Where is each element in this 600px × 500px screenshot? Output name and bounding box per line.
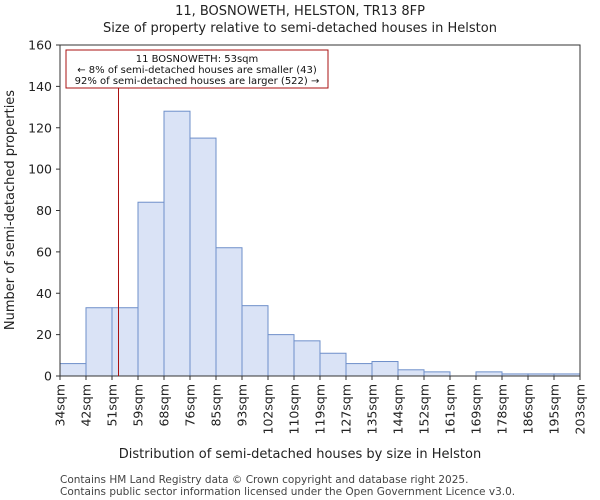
x-tick-label: 85sqm bbox=[209, 384, 224, 427]
y-tick-label: 0 bbox=[44, 369, 52, 384]
x-tick-label: 102sqm bbox=[261, 384, 276, 434]
x-tick-label: 42sqm bbox=[79, 384, 94, 427]
bar-85sqm bbox=[215, 247, 243, 377]
x-tick-label: 51sqm bbox=[105, 384, 120, 427]
footer-line-1: Contains HM Land Registry data © Crown c… bbox=[60, 474, 468, 486]
x-tick-label: 152sqm bbox=[417, 384, 432, 434]
bar-42sqm bbox=[85, 307, 113, 377]
y-ticks: 0 20 40 60 80 100 120 140 160 bbox=[28, 38, 60, 384]
bars-group bbox=[59, 110, 581, 377]
bar-34sqm bbox=[59, 363, 87, 377]
x-tick-label: 178sqm bbox=[495, 384, 510, 434]
x-tick-label: 68sqm bbox=[157, 384, 172, 427]
annotation-line-1: 11 BOSNOWETH: 53sqm bbox=[136, 54, 259, 65]
chart-title: 11, BOSNOWETH, HELSTON, TR13 8FP bbox=[175, 4, 425, 19]
x-tick-label: 144sqm bbox=[391, 384, 406, 434]
bar-144sqm bbox=[397, 369, 425, 377]
bar-51sqm bbox=[111, 307, 139, 377]
y-tick-label: 100 bbox=[28, 162, 52, 177]
x-tick-label: 34sqm bbox=[53, 384, 68, 427]
bar-127sqm bbox=[345, 363, 373, 377]
x-tick-label: 93sqm bbox=[235, 384, 250, 427]
x-tick-label: 135sqm bbox=[365, 384, 380, 434]
bar-93sqm bbox=[241, 305, 269, 377]
x-tick-label: 203sqm bbox=[573, 384, 588, 434]
annotation-frame bbox=[65, 49, 329, 89]
bar-59sqm bbox=[137, 201, 165, 377]
x-tick-label: 110sqm bbox=[287, 384, 302, 434]
chart-subtitle: Size of property relative to semi-detach… bbox=[103, 21, 497, 36]
y-axis-label: Number of semi-detached properties bbox=[3, 90, 18, 330]
y-tick-label: 140 bbox=[28, 79, 52, 94]
footer-line-2: Contains public sector information licen… bbox=[60, 486, 515, 498]
bar-135sqm bbox=[371, 361, 399, 377]
plot-frame bbox=[59, 44, 581, 377]
x-ticks: 34sqm 42sqm 51sqm 59sqm 68sqm 76sqm 85sqm 93sqm… bbox=[53, 376, 588, 434]
bar-110sqm bbox=[293, 340, 321, 377]
y-tick-label: 60 bbox=[36, 244, 52, 259]
y-tick-label: 20 bbox=[36, 327, 52, 342]
bar-152sqm bbox=[423, 371, 451, 377]
annotation-line-2: ← 8% of semi-detached houses are smaller… bbox=[77, 65, 317, 76]
x-tick-label: 161sqm bbox=[443, 384, 458, 434]
x-tick-label: 119sqm bbox=[313, 384, 328, 434]
x-tick-label: 195sqm bbox=[547, 384, 562, 434]
y-tick-label: 80 bbox=[36, 203, 52, 218]
annotation-box: 11 BOSNOWETH: 53sqm ← 8% of semi-detache… bbox=[65, 49, 329, 89]
bar-102sqm bbox=[267, 334, 295, 377]
bar-119sqm bbox=[319, 352, 347, 377]
bar-76sqm bbox=[189, 137, 217, 377]
x-tick-label: 76sqm bbox=[183, 384, 198, 427]
y-tick-label: 160 bbox=[28, 38, 52, 53]
x-axis-label: Distribution of semi-detached houses by … bbox=[119, 447, 481, 462]
x-tick-label: 169sqm bbox=[469, 384, 484, 434]
y-tick-label: 40 bbox=[36, 286, 52, 301]
x-tick-label: 59sqm bbox=[131, 384, 146, 427]
bar-169sqm bbox=[475, 371, 503, 377]
x-tick-label: 127sqm bbox=[339, 384, 354, 434]
x-tick-label: 186sqm bbox=[521, 384, 536, 434]
annotation-line-3: 92% of semi-detached houses are larger (… bbox=[75, 76, 320, 87]
bar-68sqm bbox=[163, 110, 191, 377]
y-tick-label: 120 bbox=[28, 120, 52, 135]
